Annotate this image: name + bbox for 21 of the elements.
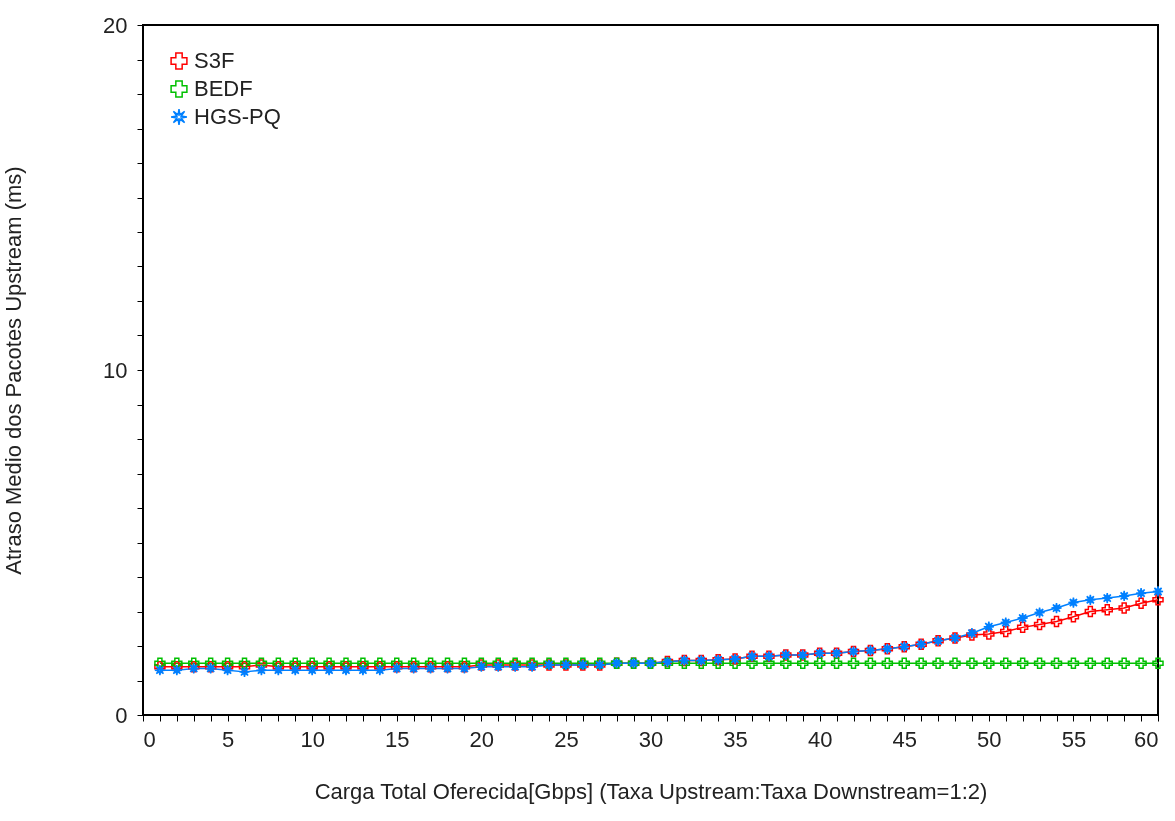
x-tick-label: 30 [638,726,664,752]
x-tick-label: 5 [221,726,235,752]
x-tick-label: 40 [807,726,833,752]
y-axis-title: Atraso Medio dos Pacotes Upstream (ms) [0,166,26,575]
x-tick-label: 15 [385,726,410,752]
y-tick-label: 10 [103,357,128,383]
legend-label: S3F [194,48,235,73]
x-tick-label: 25 [554,726,579,752]
x-tick-label: 20 [469,726,495,752]
legend-label: HGS-PQ [194,104,281,129]
x-tick-label: 45 [892,726,917,752]
legend-label: BEDF [194,76,253,101]
x-tick-label: 50 [977,726,1002,752]
x-tick-label: 60 [1134,726,1159,752]
x-tick-label: 0 [143,726,156,752]
x-axis-title: Carga Total Oferecida[Gbps] (Taxa Upstream:Taxa Downstream=1:2) [314,778,988,804]
x-tick-label: 55 [1061,726,1087,752]
y-tick-label: 0 [115,702,128,728]
y-tick-label: 20 [103,12,128,38]
x-tick-label: 10 [300,726,325,752]
x-tick-label: 35 [723,726,748,752]
